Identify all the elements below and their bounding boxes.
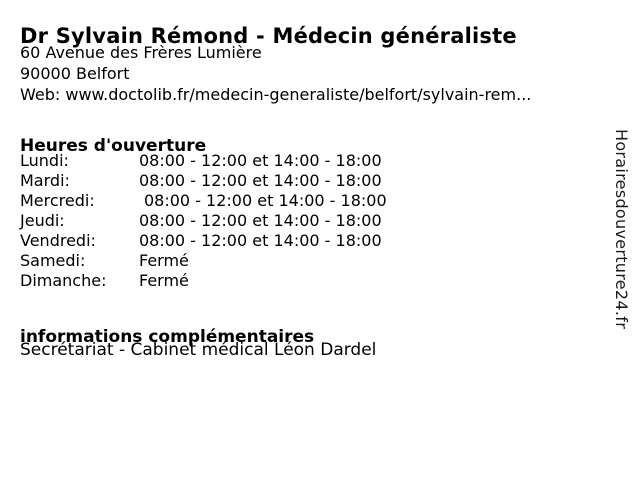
opening-hours-row: Mardi: 08:00 - 12:00 et 14:00 - 18:00 <box>20 170 387 190</box>
web-label: Web: <box>20 85 66 104</box>
page-title: Dr Sylvain Rémond - Médecin généraliste <box>20 24 517 49</box>
additional-info-text: Secrétariat - Cabinet médical Léon Darde… <box>20 340 377 360</box>
opening-hours-row: Lundi: 08:00 - 12:00 et 14:00 - 18:00 <box>20 150 387 170</box>
web-line: Web: www.doctolib.fr/medecin-generaliste… <box>20 84 531 105</box>
opening-hours-table: Lundi: 08:00 - 12:00 et 14:00 - 18:00 Ma… <box>20 150 387 290</box>
address-city: 90000 Belfort <box>20 64 130 83</box>
address-street: 60 Avenue des Frères Lumière <box>20 43 262 62</box>
day-hours-value: 08:00 - 12:00 et 14:00 - 18:00 <box>139 210 382 230</box>
web-url-link[interactable]: www.doctolib.fr/medecin-generaliste/belf… <box>65 85 532 104</box>
day-hours-value: 08:00 - 12:00 et 14:00 - 18:00 <box>139 230 382 250</box>
day-hours-value: 08:00 - 12:00 et 14:00 - 18:00 <box>139 150 382 170</box>
watermark-site-name: Horairesdouverture24.fr <box>612 129 631 330</box>
opening-hours-row: Samedi: Fermé <box>20 250 387 270</box>
address-block: 60 Avenue des Frères Lumière 90000 Belfo… <box>20 42 531 105</box>
opening-hours-row: Jeudi: 08:00 - 12:00 et 14:00 - 18:00 <box>20 210 387 230</box>
opening-hours-heading: Heures d'ouverture <box>20 136 207 157</box>
day-hours-value: 08:00 - 12:00 et 14:00 - 18:00 <box>144 190 387 210</box>
day-label: Jeudi: <box>20 210 65 230</box>
day-hours-value: Fermé <box>139 250 189 270</box>
opening-hours-row: Dimanche: Fermé <box>20 270 387 290</box>
day-label: Mercredi: <box>20 190 95 210</box>
day-label: Mardi: <box>20 170 70 190</box>
opening-hours-row: Vendredi: 08:00 - 12:00 et 14:00 - 18:00 <box>20 230 387 250</box>
day-hours-value: Fermé <box>139 270 189 290</box>
day-label: Lundi: <box>20 150 69 170</box>
day-label: Samedi: <box>20 250 86 270</box>
opening-hours-row: Mercredi: 08:00 - 12:00 et 14:00 - 18:00 <box>20 190 387 210</box>
day-hours-value: 08:00 - 12:00 et 14:00 - 18:00 <box>139 170 382 190</box>
day-label: Dimanche: <box>20 270 107 290</box>
day-label: Vendredi: <box>20 230 96 250</box>
additional-info-heading: informations complémentaires <box>20 327 315 348</box>
